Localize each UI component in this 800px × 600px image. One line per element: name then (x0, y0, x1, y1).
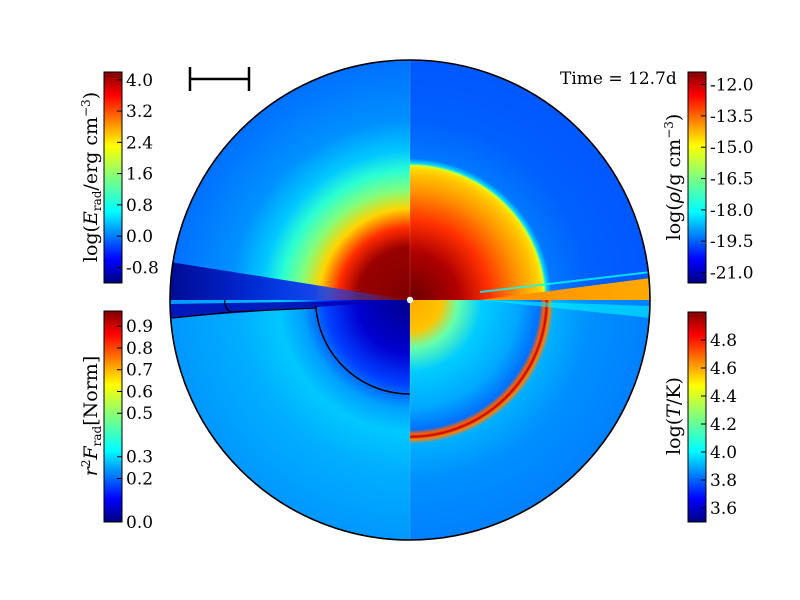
colorbar-erad-label: log(Erad/erg cm−3) (79, 92, 104, 262)
colorbar-erad-tick-label: -0.8 (126, 258, 159, 278)
colorbar-flux: 0.90.80.70.60.5 0.30.2 0.0 r2Frad[Norm] (79, 310, 153, 533)
colorbar-temp-label: log(T/K) (663, 377, 685, 455)
density-wedge (480, 278, 650, 300)
quadrant-radiative-flux (170, 300, 410, 540)
colorbar-flux-label: r2Frad[Norm] (79, 356, 104, 477)
colorbar-rho-tick-label: -21.0 (710, 264, 754, 284)
colorbar-erad-tick-label: 1.6 (126, 165, 153, 185)
colorbar-flux-tick-label: 0.0 (126, 513, 153, 533)
polar-disk (169, 59, 651, 541)
time-annotation: Time = 12.7d (560, 69, 677, 89)
quadrant-temperature (410, 300, 650, 540)
colorbar-erad-tick-label: 0.0 (126, 227, 153, 247)
colorbar-erad-tick-label: 0.8 (126, 196, 153, 216)
colorbar-temp-tick-label: 4.2 (710, 415, 737, 435)
colorbar-erad-tick-label: 2.4 (126, 133, 153, 153)
central-star (406, 296, 414, 304)
flux-contour (315, 306, 410, 395)
colorbar-erad-tick-label: 3.2 (126, 102, 153, 122)
colorbar-rho-tick-label: -16.5 (710, 170, 754, 190)
colorbar-flux-tick-label: 0.8 (126, 339, 153, 359)
colorbar-temp-tick-label: 4.4 (710, 387, 737, 407)
quadrant-density (410, 60, 650, 300)
colorbar-rho-tick-label: -12.0 (710, 76, 754, 96)
colorbar-temp-tick-label: 4.0 (710, 443, 737, 463)
scale-bar (188, 67, 251, 91)
colorbar-rho: -12.0 -13.5 -15.0 -16.5 -18.0 -19.5 -21.0 log(… (662, 71, 754, 284)
colorbar-temp-tick-label: 3.8 (710, 471, 737, 491)
colorbar-temp-tick-label: 4.8 (710, 331, 737, 351)
colorbar-flux-tick-label: 0.3 (126, 448, 153, 468)
colorbar-temp-tick-label: 3.6 (710, 499, 737, 519)
colorbar-flux-tick-label: 0.9 (126, 317, 153, 337)
colorbar-flux-tick-label: 0.2 (126, 469, 153, 489)
quadrant-radiation-energy-density (170, 60, 410, 300)
colorbar-rho-tick-label: -18.0 (710, 201, 754, 221)
colorbar-flux-tick-label: 0.5 (126, 404, 153, 424)
colorbar-temp-tick-label: 4.6 (710, 359, 737, 379)
disk-outline (169, 59, 651, 541)
colorbar-rho-tick-label: -15.0 (710, 138, 754, 158)
colorbar-erad: 4.0 3.2 2.4 1.6 0.8 0.0 -0.8 log(Erad/erg cm−3… (79, 71, 159, 284)
colorbar-temp: 4.8 4.6 4.4 4.2 4.0 3.8 3.6 log(T/K) (663, 311, 737, 523)
colorbar-erad-tick-label: 4.0 (126, 71, 153, 91)
colorbar-rho-tick-label: -19.5 (710, 232, 754, 252)
jet-streak (170, 262, 410, 300)
colorbar-rho-tick-label: -13.5 (710, 107, 754, 127)
colorbar-flux-tick-label: 0.7 (126, 361, 153, 381)
colorbar-rho-label: log(ρ/g cm−3) (662, 114, 685, 241)
colorbar-flux-tick-label: 0.6 (126, 382, 153, 402)
